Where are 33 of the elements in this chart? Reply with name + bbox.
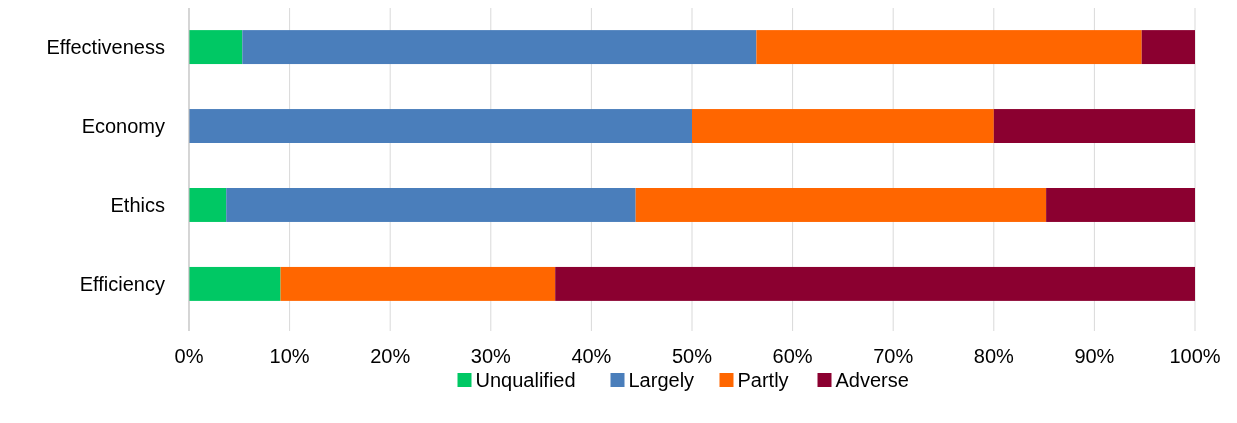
x-tick-label: 60% bbox=[772, 345, 813, 367]
bar bbox=[1141, 30, 1195, 65]
bar bbox=[692, 109, 994, 143]
x-tick-label: 80% bbox=[973, 345, 1015, 367]
x-tick-label: 100% bbox=[1169, 345, 1221, 367]
bar bbox=[280, 266, 556, 301]
legend-label: Partly bbox=[737, 369, 789, 391]
bar bbox=[993, 109, 1195, 143]
bar bbox=[189, 188, 227, 222]
legend-label: Unqualified bbox=[475, 369, 576, 391]
y-tick-label: Efficiency bbox=[79, 272, 165, 295]
bar bbox=[189, 266, 281, 301]
bar bbox=[635, 188, 1047, 222]
legend-label: Adverse bbox=[835, 369, 909, 391]
bar bbox=[242, 30, 757, 65]
x-tick-label: 30% bbox=[470, 345, 512, 367]
y-tick-label: Ethics bbox=[110, 193, 165, 216]
bar bbox=[756, 30, 1142, 65]
bar bbox=[189, 30, 243, 65]
x-tick-label: 0% bbox=[174, 345, 204, 367]
y-tick-label: Effectiveness bbox=[46, 36, 165, 59]
bar bbox=[189, 109, 692, 143]
x-tick-label: 10% bbox=[269, 345, 310, 367]
legend-label: Largely bbox=[628, 369, 695, 391]
x-tick-label: 40% bbox=[571, 345, 612, 367]
bar bbox=[1046, 188, 1195, 222]
y-tick-label: Economy bbox=[81, 115, 165, 138]
x-tick-label: 20% bbox=[370, 345, 411, 367]
bar bbox=[555, 266, 1195, 301]
x-tick-label: 50% bbox=[671, 345, 713, 367]
x-tick-label: 90% bbox=[1074, 345, 1115, 367]
x-tick-label: 70% bbox=[873, 345, 914, 367]
bar bbox=[226, 188, 636, 222]
